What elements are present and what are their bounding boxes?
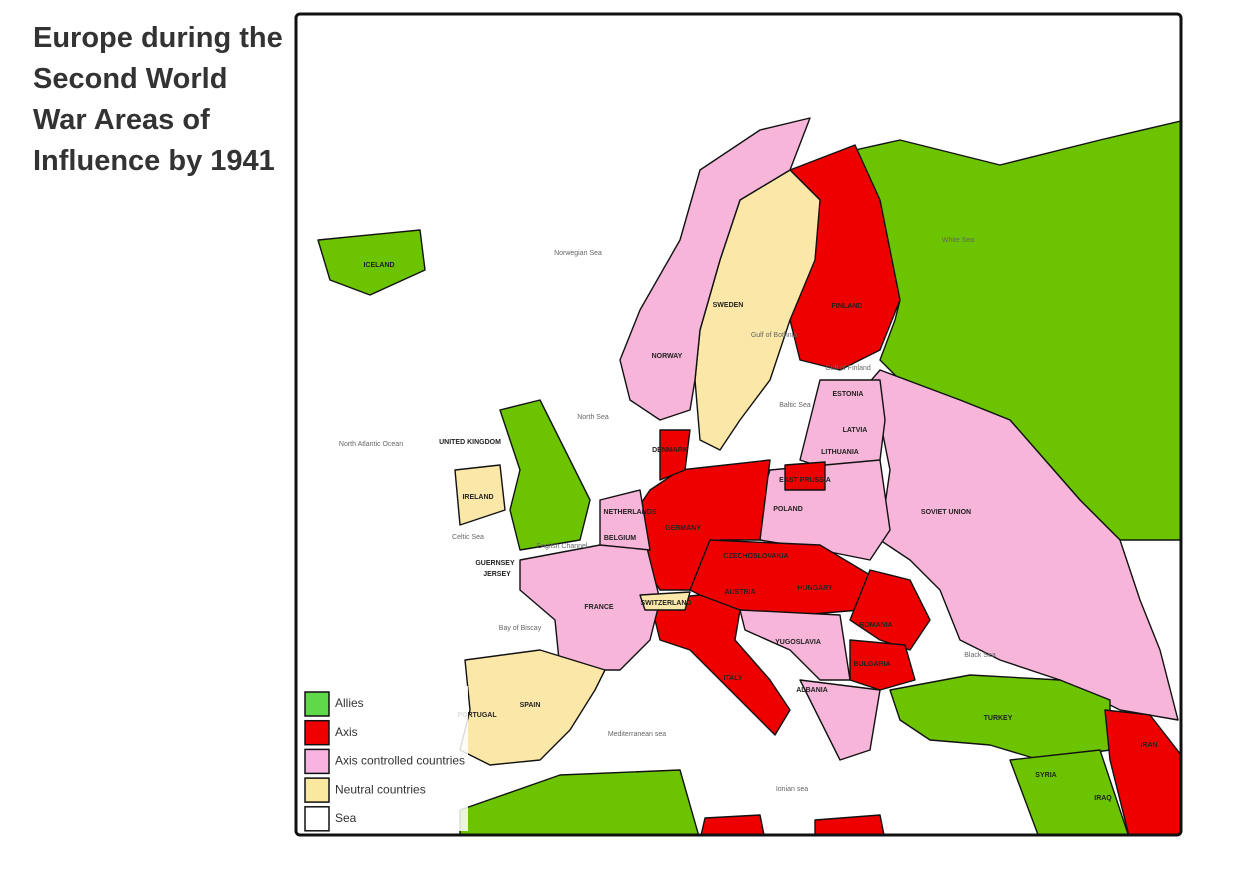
country-label: IRELAND (462, 494, 493, 501)
legend-swatch (304, 748, 330, 775)
benelux (599, 489, 651, 551)
country-label: PORTUGAL (457, 712, 497, 719)
country-label: YUGOSLAVIA (775, 639, 821, 646)
country-label: GERMANY (665, 525, 701, 532)
sea-label: North Sea (577, 414, 609, 421)
country-label: DENMARK (652, 447, 688, 454)
country-label: SPAIN (520, 702, 541, 709)
map-frame (294, 12, 1183, 837)
country-label: BELGIUM (604, 535, 636, 542)
east-prussia (784, 461, 826, 491)
country-label: ITALY (723, 675, 742, 682)
sea-label: Celtic Sea (452, 534, 484, 541)
labels: ICELAND SWEDEN FINLAND NORWAY ESTONIA LATVIA L… (339, 237, 1158, 802)
bulgaria (849, 639, 916, 691)
country-label: NORWAY (652, 353, 683, 360)
legend-label: Sea (335, 811, 357, 825)
romania (849, 569, 931, 651)
sea-label: Gulf of Bothnia (751, 332, 797, 339)
legend-swatch (304, 806, 330, 832)
legend: Allies Axis Axis controlled countries Neutr… (300, 686, 468, 832)
country-label: BULGARIA (854, 661, 891, 668)
country-label: SOVIET UNION (921, 509, 971, 516)
country-label: HUNGARY (797, 585, 832, 592)
country-label: FRANCE (584, 604, 613, 611)
italy (649, 594, 791, 736)
legend-swatch (304, 691, 330, 717)
country-label: POLAND (773, 506, 803, 513)
sea-label: North Atlantic Ocean (339, 441, 403, 448)
iran (1104, 709, 1181, 835)
sea-label: Ionian sea (776, 786, 808, 793)
country-label: EAST PRUSSIA (779, 477, 831, 484)
country-label: SYRIA (1035, 772, 1056, 779)
sea-label: Black Sea (964, 652, 996, 659)
country-label: LATVIA (843, 427, 868, 434)
country-label: IRAQ (1094, 795, 1112, 802)
legend-label: Allies (335, 696, 364, 710)
country-label: SWITZERLAND (641, 600, 692, 607)
country-label: LITHUANIA (821, 449, 859, 456)
country-label: ESTONIA (833, 391, 864, 398)
country-label: ROMANIA (859, 622, 892, 629)
country-label: NETHERLANDS (604, 509, 657, 516)
denmark (659, 429, 691, 481)
sea-label: Baltic Sea (779, 402, 811, 409)
sea-label: English Channel (537, 543, 588, 550)
iceland (317, 229, 426, 296)
country-label: JERSEY (483, 571, 511, 578)
country-label: UNITED KINGDOM (439, 439, 501, 446)
sea-label: White Sea (942, 237, 974, 244)
middle-east (1009, 749, 1131, 835)
greece (799, 679, 881, 761)
country-label: ALBANIA (796, 687, 828, 694)
country-label: CZECHOSLOVAKIA (723, 553, 788, 560)
switzerland (639, 591, 691, 611)
country-label: IRAN (1140, 742, 1157, 749)
north-africa (459, 769, 701, 835)
yugoslavia (739, 609, 851, 681)
sea-label: Gulf of Finland (825, 365, 871, 372)
land (317, 117, 1181, 835)
map-title: Europe during the Second World War Areas… (33, 22, 283, 177)
legend-label: Axis controlled countries (335, 754, 465, 768)
country-label: TURKEY (984, 715, 1013, 722)
country-label: AUSTRIA (724, 589, 755, 596)
legend-label: Axis (335, 725, 358, 739)
country-label: SWEDEN (713, 302, 744, 309)
sea-label: Bay of Biscay (499, 625, 542, 632)
norway (619, 117, 811, 421)
country-label: FINLAND (832, 303, 863, 310)
sea-label: Mediterranean sea (608, 731, 666, 738)
legend-swatch (304, 719, 330, 746)
legend-swatch (304, 777, 330, 803)
country-label: ICELAND (363, 262, 394, 269)
country-label: GUERNSEY (475, 560, 515, 567)
sea-label: Norwegian Sea (554, 250, 602, 257)
ireland (454, 464, 506, 526)
uk (499, 399, 591, 551)
legend-label: Neutral countries (335, 782, 426, 796)
